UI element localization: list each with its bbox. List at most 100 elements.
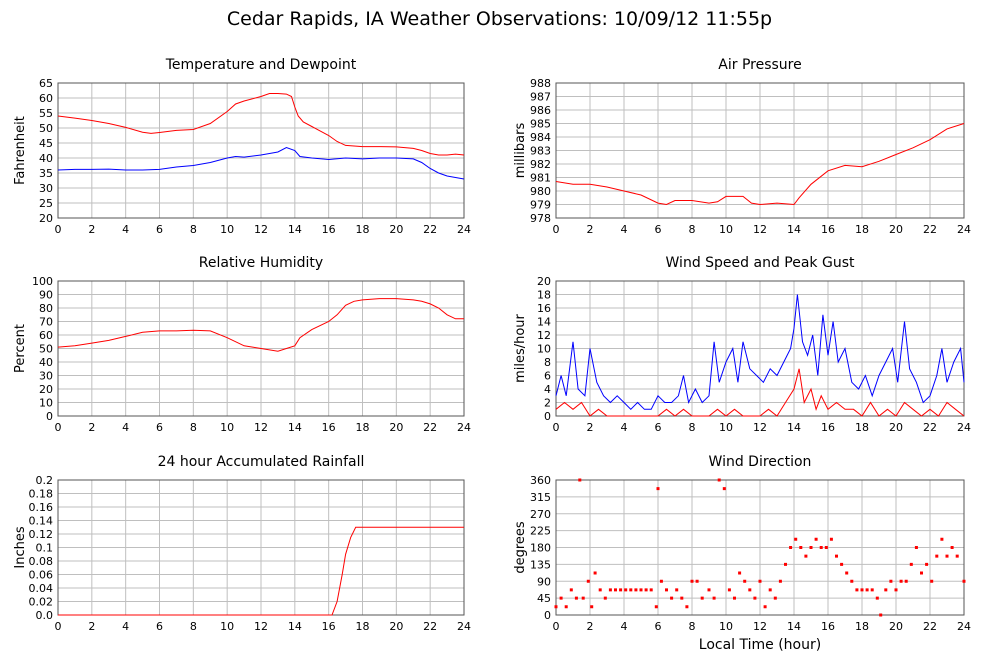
wind-direction-point <box>722 487 726 491</box>
wind-direction-point <box>804 554 808 558</box>
wind-speed-and-peak-gust-x-tick-label: 0 <box>553 421 560 434</box>
relative-humidity-x-tick-label: 10 <box>220 421 234 434</box>
wind-direction-y-axis-label: degrees <box>513 521 528 574</box>
wind-direction-point <box>564 605 568 609</box>
temperature-and-dewpoint-y-tick-label: 25 <box>39 197 53 210</box>
air-pressure-x-tick-label: 16 <box>821 223 835 236</box>
relative-humidity-y-tick-label: 100 <box>32 275 53 288</box>
24-hour-accumulated-rainfall-y-tick-label: 0.06 <box>29 569 54 582</box>
temperature-and-dewpoint-y-tick-label: 60 <box>39 92 53 105</box>
wind-speed-and-peak-gust-x-tick-label: 4 <box>621 421 628 434</box>
temperature-and-dewpoint-y-tick-label: 30 <box>39 182 53 195</box>
24-hour-accumulated-rainfall-x-tick-label: 24 <box>457 620 471 633</box>
24-hour-accumulated-rainfall-y-tick-label: 0.2 <box>36 474 54 487</box>
wind-direction-point <box>799 546 803 549</box>
relative-humidity-x-tick-label: 4 <box>122 421 129 434</box>
air-pressure-y-tick-label: 986 <box>530 104 551 117</box>
air-pressure-x-tick-label: 0 <box>553 223 560 236</box>
temperature-and-dewpoint-x-tick-label: 2 <box>88 223 95 236</box>
wind-direction-point <box>656 487 660 491</box>
relative-humidity-x-tick-label: 0 <box>55 421 62 434</box>
wind-speed-and-peak-gust-y-tick-label: 12 <box>537 329 551 342</box>
24-hour-accumulated-rainfall-y-tick-label: 0.0 <box>36 609 54 622</box>
24-hour-accumulated-rainfall-y-tick-label: 0.1 <box>36 542 54 555</box>
wind-direction-point <box>925 562 929 566</box>
24-hour-accumulated-rainfall-series-line-1 <box>58 526 464 616</box>
wind-direction-point <box>940 537 944 541</box>
wind-direction-point <box>962 579 966 583</box>
wind-direction-y-tick-label: 225 <box>530 525 551 538</box>
wind-direction-point <box>659 579 663 583</box>
wind-direction-point <box>763 605 767 609</box>
wind-direction-point <box>629 588 633 592</box>
24-hour-accumulated-rainfall-y-tick-label: 0.18 <box>29 488 54 501</box>
wind-direction-point <box>950 546 954 549</box>
air-pressure-x-tick-label: 20 <box>889 223 903 236</box>
wind-direction-y-tick-label: 270 <box>530 508 551 521</box>
24-hour-accumulated-rainfall-title: 24 hour Accumulated Rainfall <box>158 454 365 470</box>
wind-direction-point <box>909 562 913 566</box>
wind-direction-point <box>685 605 689 609</box>
relative-humidity-x-tick-label: 16 <box>322 421 336 434</box>
air-pressure-y-tick-label: 984 <box>530 131 551 144</box>
wind-direction-point <box>654 605 658 609</box>
air-pressure-x-tick-label: 18 <box>855 223 869 236</box>
wind-direction-point <box>889 579 893 583</box>
relative-humidity-x-tick-label: 6 <box>156 421 163 434</box>
wind-direction-point <box>935 554 939 558</box>
wind-direction-point <box>680 596 684 600</box>
wind-direction-y-tick-label: 135 <box>530 558 551 571</box>
air-pressure-y-tick-label: 980 <box>530 185 551 198</box>
temperature-and-dewpoint-x-tick-label: 14 <box>288 223 302 236</box>
24-hour-accumulated-rainfall-x-tick-label: 18 <box>356 620 370 633</box>
temperature-and-dewpoint-x-tick-label: 18 <box>356 223 370 236</box>
wind-direction-point <box>649 588 653 592</box>
wind-direction-point <box>748 588 752 592</box>
wind-speed-and-peak-gust-y-tick-label: 4 <box>544 383 551 396</box>
wind-direction-point <box>845 571 849 575</box>
wind-speed-and-peak-gust-y-tick-label: 2 <box>544 397 551 410</box>
24-hour-accumulated-rainfall-y-axis-label: Inches <box>13 526 28 568</box>
wind-direction-point <box>930 579 934 583</box>
temperature-and-dewpoint-title: Temperature and Dewpoint <box>165 57 357 73</box>
wind-direction-point <box>559 596 563 600</box>
wind-speed-and-peak-gust-x-tick-label: 12 <box>753 421 767 434</box>
temperature-and-dewpoint-y-tick-label: 65 <box>39 77 53 90</box>
air-pressure-y-tick-label: 985 <box>530 118 551 131</box>
wind-direction-point <box>753 596 757 600</box>
relative-humidity-y-tick-label: 70 <box>39 316 53 329</box>
24-hour-accumulated-rainfall-x-tick-label: 10 <box>220 620 234 633</box>
relative-humidity-series-line-1 <box>57 298 464 352</box>
wind-direction-x-tick-label: 2 <box>587 620 594 633</box>
temperature-and-dewpoint-x-tick-label: 20 <box>389 223 403 236</box>
wind-direction-point <box>824 546 828 549</box>
wind-direction-point <box>608 588 612 592</box>
temperature-and-dewpoint-series-line-1 <box>57 93 465 156</box>
wind-direction-point <box>879 613 883 617</box>
wind-direction-x-tick-label: 22 <box>923 620 937 633</box>
wind-direction-x-axis-label: Local Time (hour) <box>699 637 821 653</box>
wind-direction-point <box>855 588 859 592</box>
wind-direction-point <box>619 588 623 592</box>
temperature-and-dewpoint-x-tick-label: 0 <box>55 223 62 236</box>
24-hour-accumulated-rainfall-x-tick-label: 6 <box>156 620 163 633</box>
relative-humidity-x-tick-label: 8 <box>190 421 197 434</box>
air-pressure-y-tick-label: 982 <box>530 158 551 171</box>
temperature-and-dewpoint-y-tick-label: 50 <box>39 122 53 135</box>
wind-speed-and-peak-gust-x-tick-label: 8 <box>689 421 696 434</box>
wind-speed-and-peak-gust-y-tick-label: 14 <box>537 316 551 329</box>
24-hour-accumulated-rainfall-y-tick-label: 0.16 <box>29 501 54 514</box>
wind-direction-title: Wind Direction <box>709 454 812 470</box>
wind-direction-point <box>789 546 793 549</box>
wind-direction-point <box>707 588 711 592</box>
wind-direction-y-tick-label: 360 <box>530 474 551 487</box>
air-pressure-y-tick-label: 981 <box>530 172 551 185</box>
24-hour-accumulated-rainfall-chart: 0 2 4 6 8 10 12 14 16 18 20 22 240.00.020.040.060.08… <box>13 454 471 633</box>
wind-speed-and-peak-gust-y-tick-label: 16 <box>537 302 551 315</box>
wind-direction-point <box>574 596 578 600</box>
24-hour-accumulated-rainfall-x-tick-label: 16 <box>322 620 336 633</box>
temperature-and-dewpoint-y-tick-label: 55 <box>39 107 53 120</box>
wind-speed-and-peak-gust-series-line-2 <box>555 368 965 417</box>
temperature-and-dewpoint-x-tick-label: 8 <box>190 223 197 236</box>
